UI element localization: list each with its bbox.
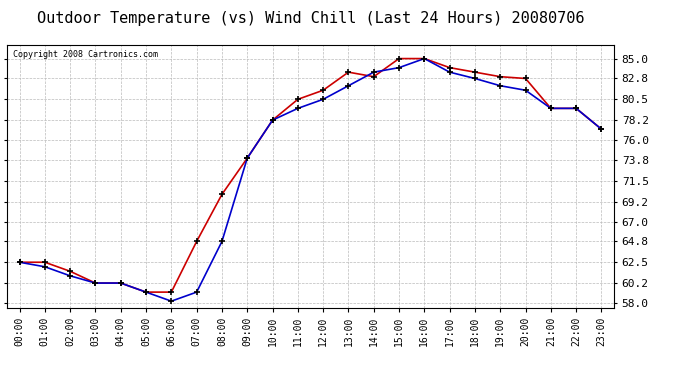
Text: Outdoor Temperature (vs) Wind Chill (Last 24 Hours) 20080706: Outdoor Temperature (vs) Wind Chill (Las… [37, 11, 584, 26]
Text: Copyright 2008 Cartronics.com: Copyright 2008 Cartronics.com [13, 50, 158, 59]
